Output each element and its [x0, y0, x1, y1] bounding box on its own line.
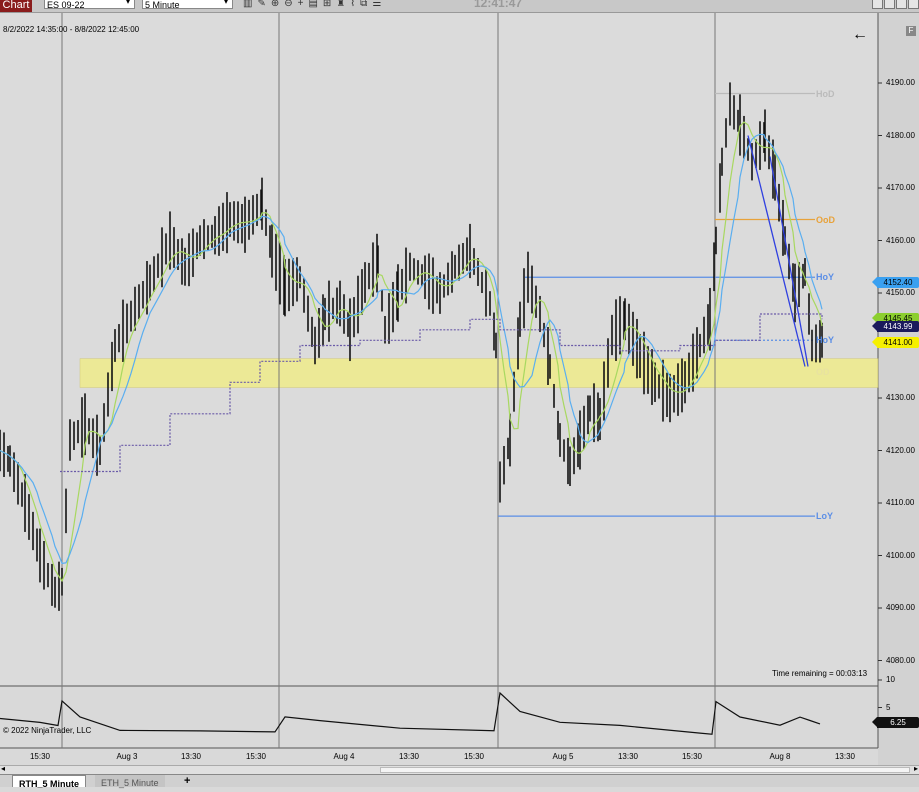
tab-eth[interactable]: ETH_5 Minute	[95, 775, 165, 788]
instrument-selector[interactable]: ES 09-22 ▾	[44, 0, 135, 9]
price-panel	[0, 13, 878, 686]
window-minimize-button[interactable]	[872, 0, 883, 9]
support-zone	[79, 358, 879, 388]
chevron-down-icon: ▾	[125, 0, 130, 6]
time-axis-label: 13:30	[617, 752, 639, 761]
price-tag: 4143.99	[872, 321, 919, 332]
price-axis-label: 4170.00	[886, 183, 915, 192]
time-axis-label: 15:30	[463, 752, 485, 761]
chevron-down-icon: ▾	[223, 0, 228, 6]
scroll-right-icon[interactable]: ▸	[913, 764, 918, 773]
window-maximize-button[interactable]	[896, 0, 907, 9]
scrollbar-thumb[interactable]	[380, 767, 910, 773]
price-chart[interactable]	[0, 13, 919, 765]
level-label: HoD	[816, 88, 835, 99]
price-tag: 4152.40	[872, 277, 919, 288]
strategies-icon[interactable]: ♜	[336, 0, 346, 9]
window-restore-button[interactable]	[884, 0, 895, 9]
time-axis-label: 15:30	[681, 752, 703, 761]
trend-line	[747, 135, 806, 367]
chart-toolbar: Chart ES 09-22 ▾ 5 Minute ▾ ▥ ✎ ⊕ ⊖ + ▤ …	[0, 0, 919, 13]
vwap-line	[60, 313, 823, 473]
level-label: OD	[816, 366, 830, 377]
window-title: Chart	[0, 0, 32, 12]
indicator-line	[0, 691, 821, 735]
level-label: LoY	[816, 511, 833, 522]
price-axis-label: 4150.00	[886, 288, 915, 297]
indicator-value-tag: 6.25	[872, 717, 919, 728]
price-axis-label: 4180.00	[886, 130, 915, 140]
price-axis-label: 4100.00	[886, 550, 915, 560]
interval-value: 5 Minute	[145, 0, 180, 9]
tab-rth[interactable]: RTH_5 Minute	[12, 775, 87, 789]
zoom-out-icon[interactable]: ⊖	[284, 0, 293, 9]
back-arrow-icon[interactable]: ←	[852, 26, 868, 43]
copyright-label: © 2022 NinjaTrader, LLC	[3, 726, 92, 735]
date-range-label: 8/2/2022 14:35:00 - 8/8/2022 12:45:00	[3, 25, 140, 34]
time-axis-label: Aug 3	[116, 752, 138, 761]
price-bars	[0, 82, 823, 611]
slow-moving-average	[0, 133, 823, 565]
window-close-button[interactable]	[908, 0, 919, 9]
price-tag: 4141.00	[872, 337, 919, 348]
horizontal-scrollbar[interactable]: ◂ ▸	[0, 764, 919, 774]
interval-selector[interactable]: 5 Minute ▾	[142, 0, 233, 9]
time-axis-label: Aug 4	[333, 752, 355, 761]
price-axis-label: 4120.00	[886, 445, 915, 455]
price-tag: 4145.45	[872, 313, 919, 324]
zoom-in-icon[interactable]: ⊕	[270, 0, 280, 9]
time-axis-label: 13:30	[180, 752, 202, 761]
chart-menu-icon[interactable]: F	[906, 26, 916, 36]
time-axis-label: 15:30	[29, 752, 51, 761]
time-axis-label: 15:30	[245, 752, 267, 761]
chart-tab-bar: RTH_5 Minute ETH_5 Minute +	[0, 774, 919, 789]
price-axis-label: 4190.00	[886, 78, 915, 87]
time-axis-label: 13:30	[398, 752, 420, 761]
time-remaining: Time remaining = 00:03:13	[772, 669, 868, 678]
level-label: HoY	[816, 272, 834, 283]
level-label: OoD	[816, 214, 835, 225]
add-tab-button[interactable]: +	[184, 775, 191, 787]
trend-line	[769, 156, 809, 367]
time-axis-label: 13:30	[834, 752, 856, 761]
price-axis-label: 4080.00	[886, 655, 915, 665]
price-axis-label: 4160.00	[886, 235, 915, 245]
bar-style-icon[interactable]: ▥	[243, 0, 253, 9]
price-axis-label: 4130.00	[886, 393, 915, 402]
level-label: HoY	[816, 335, 834, 346]
indicator-axis-label: 5	[886, 702, 891, 712]
time-axis-label: Aug 5	[552, 752, 574, 761]
indicators-icon[interactable]: ☰	[372, 0, 382, 9]
price-axis-panel	[878, 13, 919, 765]
fast-moving-average	[0, 121, 823, 583]
clock: 12:41:47	[474, 0, 523, 10]
scroll-left-icon[interactable]: ◂	[1, 764, 6, 773]
price-axis-label: 4110.00	[886, 498, 915, 507]
data-box-icon[interactable]: ▤	[308, 0, 318, 9]
drawing-tools-icon[interactable]: ⌇	[350, 0, 356, 9]
price-axis-label: 4090.00	[886, 603, 915, 612]
indicator-axis-label: 10	[886, 675, 895, 684]
instrument-value: ES 09-22	[47, 0, 85, 9]
crosshair-icon[interactable]: +	[297, 0, 304, 9]
properties-icon[interactable]: ⊞	[322, 0, 332, 9]
time-axis-label: Aug 8	[769, 752, 791, 761]
pencil-icon[interactable]: ✎	[257, 0, 266, 9]
snapshot-icon[interactable]: ⧉	[360, 0, 368, 9]
